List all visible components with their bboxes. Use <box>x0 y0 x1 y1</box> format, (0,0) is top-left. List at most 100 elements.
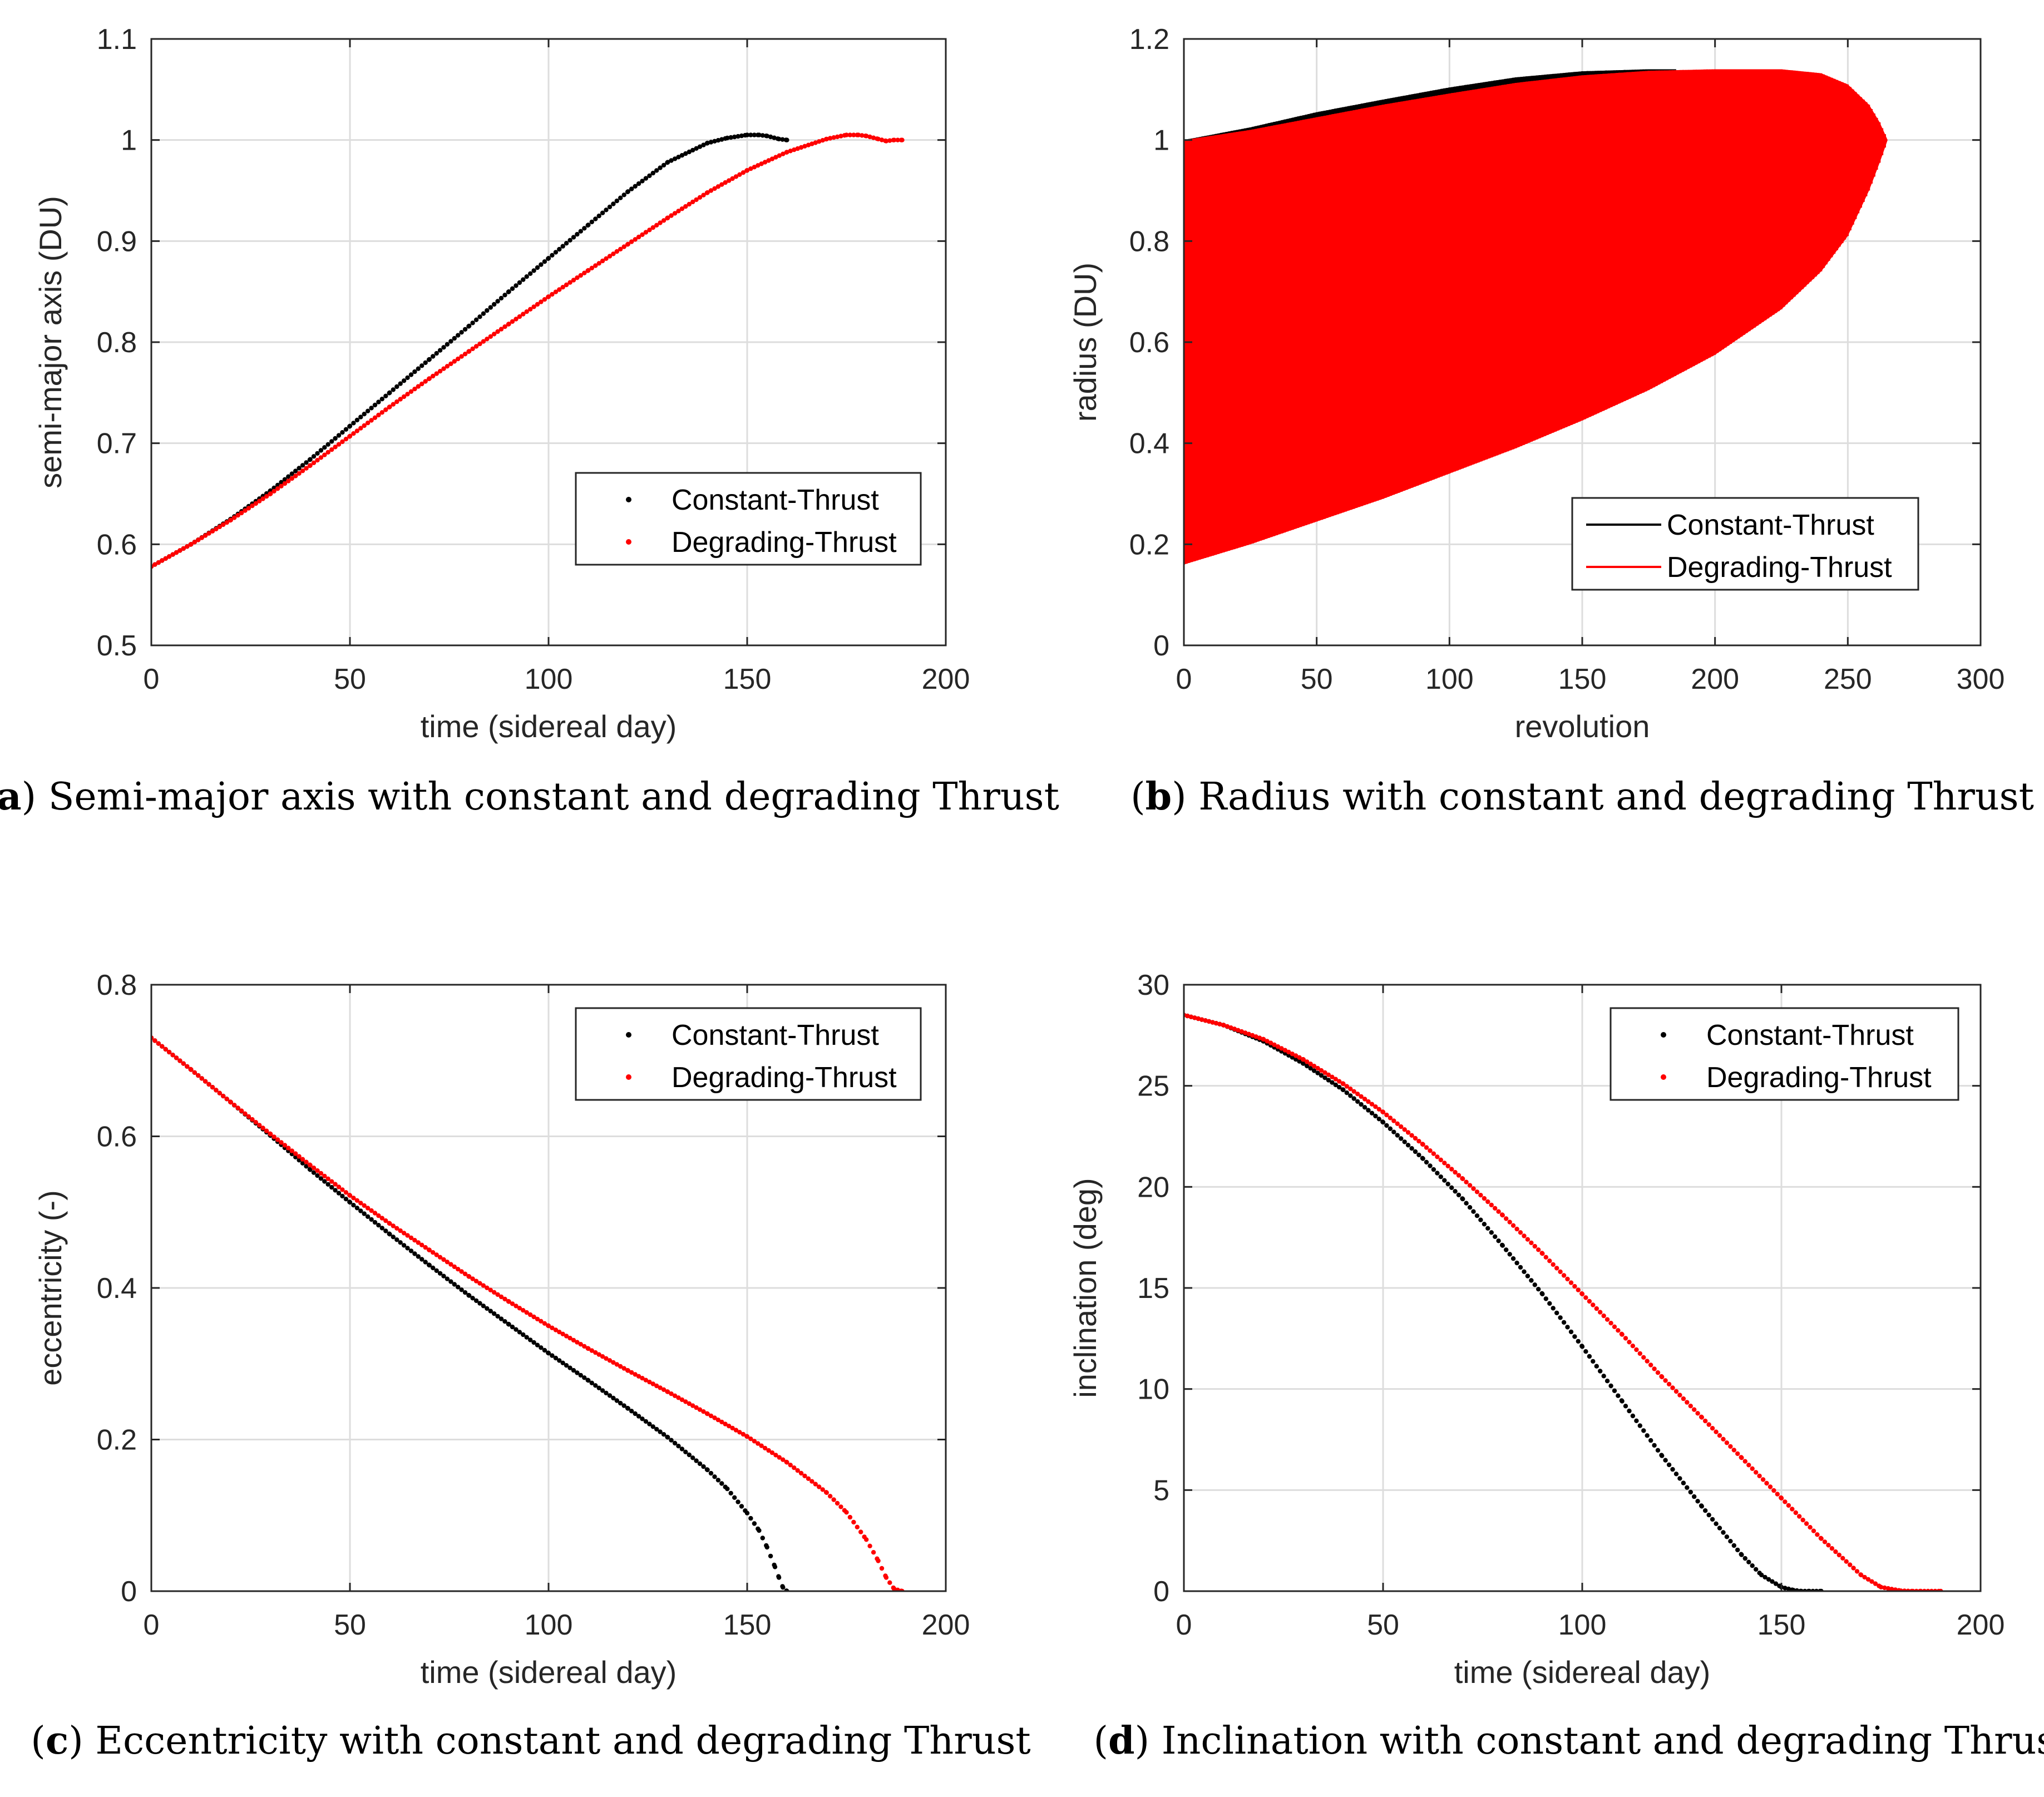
data-point <box>1243 1030 1248 1035</box>
data-point <box>719 1419 724 1425</box>
data-point <box>1504 1216 1509 1221</box>
data-point <box>784 1460 789 1465</box>
data-point <box>732 1495 737 1500</box>
data-point <box>318 1176 324 1181</box>
data-point <box>683 1449 688 1454</box>
data-point <box>546 294 551 299</box>
data-point <box>192 540 197 545</box>
panel-radius: 0 50 100 150 200 250 300 0 0.2 0.4 0.6 0.8 1 1.2 revol… <box>1068 23 2034 819</box>
legend-label: Constant-Thrust <box>1667 509 1874 541</box>
data-point <box>387 404 392 409</box>
caption-text: Semi-major axis with constant and degrad… <box>48 775 1059 819</box>
data-point <box>650 225 656 230</box>
data-point <box>1228 1025 1233 1030</box>
data-point <box>260 496 265 501</box>
data-point <box>596 1352 601 1357</box>
data-point <box>1681 1480 1686 1485</box>
data-point <box>514 283 519 288</box>
data-point <box>1456 1192 1462 1198</box>
data-point <box>1869 1579 1874 1584</box>
data-point <box>855 1524 860 1529</box>
data-point <box>1762 1574 1767 1580</box>
data-point <box>550 1353 555 1358</box>
data-point <box>441 1273 446 1278</box>
data-point <box>1554 1266 1559 1271</box>
data-point <box>232 1103 237 1108</box>
data-point <box>498 295 504 301</box>
data-point <box>1893 1587 1898 1591</box>
data-point <box>1402 1139 1407 1144</box>
data-point <box>550 253 555 258</box>
data-point <box>322 452 327 457</box>
data-point <box>844 1510 849 1515</box>
data-point <box>708 140 714 145</box>
data-point <box>578 1373 584 1378</box>
legend-label: Constant-Thrust <box>672 484 879 516</box>
data-point <box>531 304 536 309</box>
data-point <box>1522 1233 1527 1238</box>
data-point <box>1395 1121 1400 1127</box>
data-point <box>1435 1171 1440 1176</box>
legend-box <box>1571 497 1919 591</box>
data-point <box>1739 1455 1744 1460</box>
data-point <box>470 320 475 325</box>
data-point <box>809 141 814 146</box>
data-point <box>1529 1240 1534 1246</box>
data-point <box>1660 1374 1665 1380</box>
data-point <box>582 1375 587 1380</box>
data-point <box>214 526 219 532</box>
data-point <box>571 1337 576 1343</box>
data-point <box>379 410 384 415</box>
data-point <box>650 1381 656 1386</box>
data-point <box>732 134 737 140</box>
data-point <box>488 305 493 310</box>
data-point <box>1612 1388 1617 1393</box>
data-point <box>293 1154 298 1159</box>
data-point <box>1456 1173 1462 1178</box>
data-point <box>1819 1536 1824 1541</box>
data-point <box>372 402 378 408</box>
data-point <box>1652 1366 1657 1371</box>
data-point <box>733 174 739 179</box>
data-point <box>795 1468 800 1473</box>
data-point <box>542 1321 547 1326</box>
data-point <box>437 348 443 353</box>
data-point <box>654 1383 659 1389</box>
figure-caption: (c) Eccentricity with constant and degra… <box>31 1719 1030 1763</box>
data-point <box>1735 1547 1740 1553</box>
data-point <box>712 139 717 144</box>
data-point <box>1185 1013 1190 1019</box>
data-point <box>769 156 775 161</box>
data-point <box>661 218 666 223</box>
data-point <box>1717 1526 1722 1531</box>
data-point <box>325 1176 330 1181</box>
data-point <box>354 1198 360 1203</box>
x-tick-label: 0 <box>144 1609 160 1641</box>
data-point <box>372 1220 378 1225</box>
data-point <box>304 466 309 471</box>
data-point <box>1706 1422 1711 1427</box>
caption-tag: c <box>46 1719 68 1763</box>
data-point <box>1217 1021 1222 1027</box>
data-point <box>293 468 298 473</box>
data-point <box>600 210 605 215</box>
legend-label: Degrading-Thrust <box>672 1062 897 1094</box>
data-point <box>1536 1247 1541 1252</box>
data-point <box>633 237 638 242</box>
data-point <box>1341 1087 1346 1093</box>
data-point <box>282 1143 288 1148</box>
data-point <box>748 1515 753 1521</box>
data-point <box>408 1248 414 1253</box>
data-point <box>1500 1213 1505 1218</box>
data-point <box>752 165 757 170</box>
data-point <box>1728 1539 1733 1544</box>
data-point <box>1804 1521 1809 1526</box>
data-point <box>752 1521 757 1526</box>
data-point <box>1714 1521 1719 1526</box>
data-point <box>372 415 378 420</box>
data-point <box>514 1327 519 1332</box>
data-point <box>847 132 853 137</box>
y-axis-label: inclination (deg) <box>1068 1178 1103 1398</box>
data-point <box>539 299 544 304</box>
data-point <box>1786 1586 1791 1591</box>
